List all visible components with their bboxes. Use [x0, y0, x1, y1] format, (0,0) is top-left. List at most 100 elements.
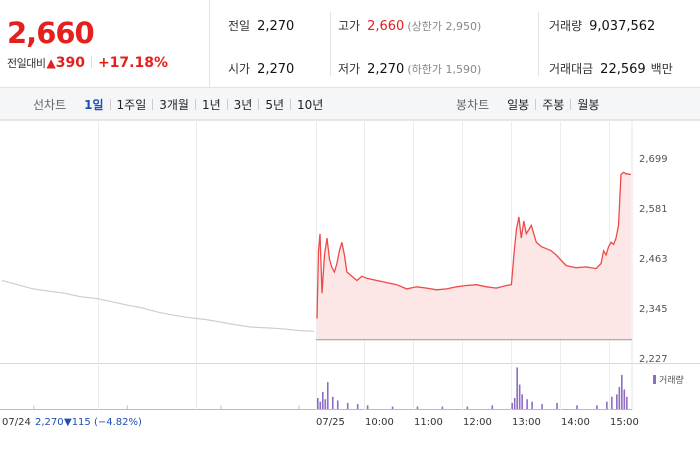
- volume-bar: [220, 405, 222, 409]
- volume-bar: [336, 400, 339, 409]
- volume-bar: [513, 398, 516, 409]
- divider: [90, 56, 92, 68]
- volume-bar: [516, 367, 518, 409]
- x-tick-label: 10:00: [365, 417, 394, 428]
- stat-prev-close: 전일 2,270: [228, 17, 294, 34]
- volume-bar: [618, 387, 621, 409]
- volume-bar: [491, 405, 494, 409]
- current-price: 2,660: [7, 16, 95, 50]
- volume-bar: [126, 405, 128, 409]
- x-tick-label: 13:00: [512, 417, 541, 428]
- price-fill: [317, 172, 631, 340]
- stat-label: 고가: [338, 19, 361, 33]
- divider: [535, 98, 537, 110]
- volume-legend: 거래량: [653, 374, 684, 386]
- period-3m[interactable]: 3개월: [159, 97, 189, 112]
- candle-daily[interactable]: 일봉: [507, 97, 530, 112]
- stat-label: 시가: [228, 62, 251, 76]
- period-5y[interactable]: 5년: [265, 97, 285, 112]
- prev-day-info: 07/24 2,270 ▼115 (−4.82%): [2, 417, 142, 428]
- x-tick-label: 14:00: [561, 417, 590, 428]
- price-line: [316, 171, 632, 319]
- price-chart[interactable]: 2,699 2,581 2,463 2,345 2,227 07/25 10:00 11:0…: [0, 120, 700, 450]
- stat-label: 거래대금: [549, 62, 594, 76]
- stat-volume: 거래량 9,037,562: [549, 17, 655, 34]
- period-1d[interactable]: 1일: [84, 97, 104, 112]
- volume-bar: [416, 406, 419, 409]
- y-tick-label: 2,463: [639, 254, 668, 265]
- volume-bar: [319, 401, 322, 409]
- line-chart-title: 선차트: [33, 97, 67, 112]
- candle-weekly[interactable]: 주봉: [542, 97, 565, 112]
- y-axis: 2,699 2,581 2,463 2,345 2,227: [639, 154, 668, 365]
- change-label: 전일대비: [7, 57, 46, 70]
- volume-legend-label: 거래량: [659, 374, 684, 386]
- prev-day-price-line: [1, 279, 315, 332]
- divider: [330, 12, 331, 76]
- volume-bar: [556, 402, 558, 409]
- period-10y[interactable]: 10년: [297, 97, 324, 112]
- prev-day-line: [1, 279, 315, 332]
- stat-value: 2,270: [257, 19, 295, 34]
- lower-limit: (하한가 1,590): [407, 63, 482, 76]
- x-tick-label: 15:00: [610, 417, 639, 428]
- volume-bar: [531, 401, 533, 409]
- stat-label: 전일: [228, 19, 251, 33]
- candle-chart-title: 봉차트: [456, 97, 490, 112]
- volume-bar: [366, 405, 369, 409]
- period-1w[interactable]: 1주일: [116, 97, 147, 112]
- stat-label: 저가: [338, 62, 361, 76]
- volume-bar: [616, 394, 618, 409]
- y-tick-label: 2,345: [639, 304, 668, 315]
- volume-bar: [346, 402, 349, 409]
- volume-bar: [621, 374, 623, 409]
- volume-bar: [324, 399, 327, 409]
- volume-bar: [466, 406, 469, 409]
- x-tick-label: 11:00: [414, 417, 443, 428]
- divider: [152, 98, 154, 110]
- x-tick-label: 07/25: [316, 417, 345, 428]
- volume-bar: [33, 405, 35, 409]
- divider: [226, 98, 228, 110]
- volume-bar: [626, 396, 628, 409]
- candle-chart-periods: 봉차트 일봉 주봉 월봉: [456, 88, 605, 120]
- change-value: 390: [55, 55, 85, 71]
- candle-monthly[interactable]: 월봉: [577, 97, 600, 112]
- stat-value: 2,270: [367, 62, 405, 77]
- volume-bar: [356, 404, 359, 409]
- stat-open: 시가 2,270: [228, 60, 294, 77]
- volume-bar: [576, 405, 578, 409]
- stat-label: 거래량: [549, 19, 583, 33]
- volume-bars: [33, 367, 628, 409]
- upper-limit: (상한가 2,950): [407, 20, 482, 33]
- change-row: 전일대비▲390 +17.18%: [7, 55, 168, 71]
- divider: [538, 12, 539, 76]
- y-tick-label: 2,227: [639, 354, 668, 365]
- volume-bar: [511, 402, 513, 409]
- up-arrow-icon: ▲: [46, 56, 56, 70]
- volume-bar: [606, 401, 608, 409]
- divider: [109, 98, 111, 110]
- divider: [290, 98, 292, 110]
- stat-high: 고가 2,660 (상한가 2,950): [338, 17, 481, 34]
- period-1y[interactable]: 1년: [201, 97, 221, 112]
- x-axis: 07/25 10:00 11:00 12:00 13:00 14:00 15:00: [316, 417, 639, 428]
- volume-bar: [541, 404, 543, 409]
- divider: [258, 98, 260, 110]
- stat-amount: 거래대금 22,569 백만: [549, 60, 673, 77]
- volume-bar: [317, 398, 319, 409]
- period-bar: 선차트 1일 1주일 3개월 1년 3년 5년 10년 봉차트 일봉 주봉 월봉: [0, 88, 700, 120]
- volume-bar: [611, 396, 613, 409]
- prev-day-date: 07/24: [2, 417, 31, 428]
- volume-bar: [521, 394, 523, 409]
- period-3y[interactable]: 3년: [233, 97, 253, 112]
- volume-bar: [518, 384, 521, 409]
- stat-value: 9,037,562: [589, 19, 656, 34]
- volume-bar: [623, 389, 626, 409]
- prev-day-close: 2,270: [35, 417, 64, 428]
- prev-day-change: ▼115 (−4.82%): [64, 417, 142, 428]
- volume-bar: [441, 406, 444, 409]
- volume-bar: [298, 405, 300, 409]
- stat-value: 22,569: [600, 62, 646, 77]
- y-tick-label: 2,699: [639, 154, 668, 165]
